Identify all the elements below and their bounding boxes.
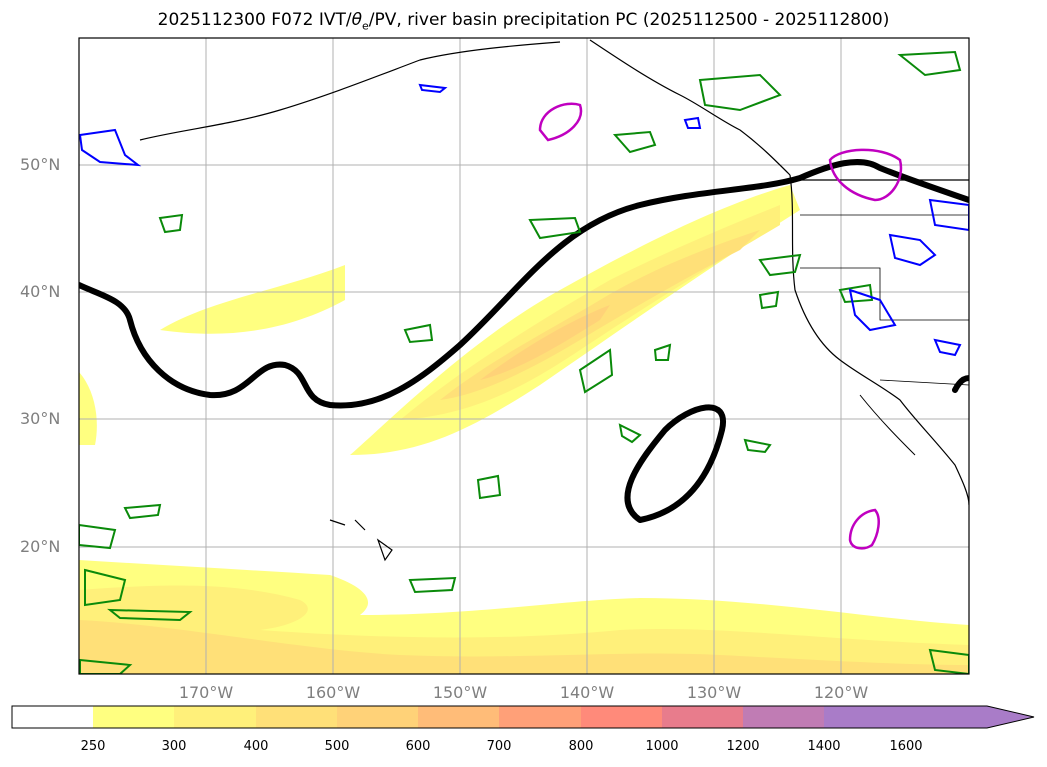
colorbar-segment bbox=[418, 706, 499, 728]
colorbar-segment bbox=[256, 706, 337, 728]
colorbar-tick: 800 bbox=[568, 739, 594, 754]
lat-label-30n: 30°N bbox=[20, 409, 61, 428]
colorbar-segment bbox=[499, 706, 581, 728]
blue-contours bbox=[79, 83, 969, 357]
coastlines bbox=[139, 39, 969, 562]
colorbar-tick: 400 bbox=[243, 739, 269, 754]
map-frame bbox=[78, 37, 970, 675]
colorbar-segment bbox=[12, 706, 93, 728]
lat-label-50n: 50°N bbox=[20, 155, 61, 174]
colorbar-outline bbox=[11, 705, 1035, 729]
colorbar-segment bbox=[174, 706, 256, 728]
pv-contour bbox=[79, 158, 969, 523]
map-title: 2025112300 F072 IVT/θe/PV, river basin p… bbox=[157, 10, 890, 33]
green-contours bbox=[79, 50, 969, 674]
colorbar-tick: 1600 bbox=[889, 739, 923, 754]
graticule bbox=[79, 38, 969, 674]
colorbar-tick: 250 bbox=[80, 739, 106, 754]
colorbar-tick: 1000 bbox=[645, 739, 679, 754]
colorbar-extend-arrow bbox=[906, 706, 1034, 728]
colorbar-tick: 300 bbox=[161, 739, 187, 754]
colorbar bbox=[11, 705, 1035, 729]
colorbar-segment bbox=[662, 706, 743, 728]
lon-label-160w: 160°W bbox=[305, 683, 361, 702]
colorbar-tick: 1200 bbox=[726, 739, 760, 754]
colorbar-segment bbox=[581, 706, 662, 728]
lon-label-120w: 120°W bbox=[813, 683, 869, 702]
colorbar-segment bbox=[337, 706, 418, 728]
lat-label-20n: 20°N bbox=[20, 537, 61, 556]
colorbar-segment bbox=[743, 706, 824, 728]
colorbar-tick: 700 bbox=[486, 739, 512, 754]
colorbar-tick: 1400 bbox=[807, 739, 841, 754]
colorbar-segment bbox=[824, 706, 906, 728]
ivt-shading bbox=[79, 185, 969, 674]
colorbar-tick: 600 bbox=[405, 739, 431, 754]
lon-label-140w: 140°W bbox=[559, 683, 615, 702]
lon-label-150w: 150°W bbox=[432, 683, 488, 702]
colorbar-tick: 500 bbox=[324, 739, 350, 754]
lon-label-170w: 170°W bbox=[178, 683, 234, 702]
colorbar-segment bbox=[93, 706, 174, 728]
lon-label-130w: 130°W bbox=[686, 683, 742, 702]
magenta-contours bbox=[538, 102, 903, 550]
lat-label-40n: 40°N bbox=[20, 282, 61, 301]
